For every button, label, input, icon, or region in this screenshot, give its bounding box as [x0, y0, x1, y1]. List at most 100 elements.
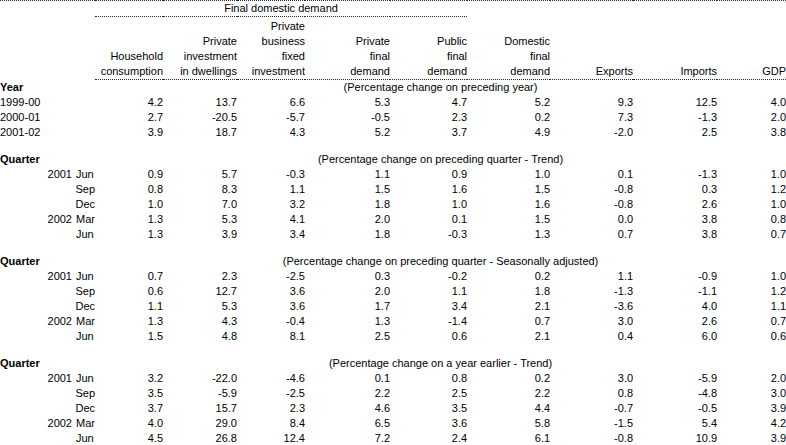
column-header-line: Public — [390, 34, 467, 49]
column-header-line: Imports — [633, 64, 717, 79]
value-cell: 15.7 — [163, 401, 237, 416]
section-caption-row: Quarter(Percentage change on a year earl… — [0, 356, 786, 371]
value-cell: 2.3 — [163, 269, 237, 284]
value-cell: 2.0 — [717, 110, 786, 125]
section-row-header: Year — [0, 80, 95, 96]
section-caption-row: Quarter(Percentage change on preceding q… — [0, 152, 786, 167]
value-cell: 0.2 — [467, 110, 550, 125]
row-label: 2001Jun — [0, 167, 95, 182]
value-cell: -1.3 — [633, 110, 717, 125]
value-cell: 0.8 — [390, 371, 467, 386]
value-cell: 1.8 — [305, 227, 390, 242]
row-label-month: Jun — [76, 329, 95, 344]
section-row-header: Quarter — [0, 152, 95, 167]
value-cell: 2.2 — [467, 386, 550, 401]
value-cell: 2.3 — [237, 401, 305, 416]
row-label-year: 2001 — [48, 372, 72, 384]
value-cell: 5.3 — [163, 299, 237, 314]
value-cell: 0.8 — [550, 386, 633, 401]
section-spacer — [0, 140, 786, 152]
row-label-month: Mar — [76, 212, 95, 227]
value-cell: 2.5 — [390, 386, 467, 401]
value-cell: -0.7 — [550, 401, 633, 416]
value-cell: 2.6 — [633, 314, 717, 329]
value-cell: 8.4 — [237, 416, 305, 431]
column-header-line: investment — [163, 49, 237, 64]
row-label-month: Sep — [75, 284, 95, 299]
row-label-month: Jun — [76, 269, 95, 284]
value-cell: 29.0 — [163, 416, 237, 431]
value-cell: 7.2 — [305, 431, 390, 445]
value-cell: 0.3 — [305, 269, 390, 284]
value-cell: 3.0 — [550, 314, 633, 329]
value-cell: 1.1 — [717, 299, 786, 314]
row-label: Sep — [0, 386, 95, 401]
value-cell: 3.2 — [237, 197, 305, 212]
column-header-line: final — [305, 49, 390, 64]
table-row: Sep0.612.73.62.01.11.8-1.3-1.11.2 — [0, 284, 786, 299]
column-header-line: GDP — [717, 64, 786, 79]
value-cell: 0.7 — [95, 269, 163, 284]
value-cell: 1.5 — [95, 329, 163, 344]
row-label: 1999-00 — [0, 95, 95, 110]
value-cell: 2.3 — [390, 110, 467, 125]
section-row-header: Quarter — [0, 254, 95, 269]
value-cell: -4.8 — [633, 386, 717, 401]
row-label: Dec — [0, 299, 95, 314]
table-row: Jun1.33.93.41.8-0.31.30.73.80.7 — [0, 227, 786, 242]
column-header-line: Household — [95, 49, 163, 64]
value-cell: 0.4 — [550, 329, 633, 344]
row-label-month: Sep — [75, 386, 95, 401]
value-cell: 4.0 — [95, 416, 163, 431]
row-label: Jun — [0, 227, 95, 242]
value-cell: 1.3 — [467, 227, 550, 242]
value-cell: 1.0 — [390, 197, 467, 212]
value-cell: 3.0 — [550, 371, 633, 386]
row-label-year: 2002 — [48, 213, 72, 225]
value-cell: 2.2 — [305, 386, 390, 401]
column-header-line: in dwellings — [163, 64, 237, 79]
value-cell: -2.5 — [237, 386, 305, 401]
value-cell: 1.5 — [467, 182, 550, 197]
value-cell: 2.5 — [633, 125, 717, 140]
column-header-gdp: GDP — [717, 17, 786, 80]
value-cell: 2.1 — [467, 329, 550, 344]
value-cell: 2.7 — [95, 110, 163, 125]
table-row: Dec1.15.33.61.73.42.1-3.64.01.1 — [0, 299, 786, 314]
spanner-gap — [467, 1, 550, 17]
value-cell: 0.1 — [305, 371, 390, 386]
column-header-imports: Imports — [633, 17, 717, 80]
value-cell: 1.5 — [467, 212, 550, 227]
value-cell: 4.9 — [467, 125, 550, 140]
value-cell: 5.2 — [305, 125, 390, 140]
value-cell: 4.3 — [163, 314, 237, 329]
value-cell: 0.7 — [717, 314, 786, 329]
row-label-month: Jun — [76, 371, 95, 386]
value-cell: 5.3 — [305, 95, 390, 110]
value-cell: 3.6 — [237, 284, 305, 299]
value-cell: 8.3 — [163, 182, 237, 197]
table-row: 2001-023.918.74.35.23.74.9-2.02.53.8 — [0, 125, 786, 140]
value-cell: -1.1 — [633, 284, 717, 299]
section-caption: (Percentage change on a year earlier - T… — [95, 356, 786, 371]
value-cell: -5.9 — [633, 371, 717, 386]
value-cell: 7.3 — [550, 110, 633, 125]
value-cell: -0.8 — [550, 431, 633, 445]
column-header-line: demand — [390, 64, 467, 79]
value-cell: 1.0 — [467, 167, 550, 182]
value-cell: 1.7 — [305, 299, 390, 314]
table-row: 1999-004.213.76.65.34.75.29.312.54.0 — [0, 95, 786, 110]
value-cell: 7.0 — [163, 197, 237, 212]
value-cell: 5.8 — [467, 416, 550, 431]
table-row: Sep3.5-5.9-2.52.22.52.20.8-4.83.0 — [0, 386, 786, 401]
value-cell: 0.0 — [550, 212, 633, 227]
page: Final domestic demandHouseholdconsumptio… — [0, 0, 786, 445]
value-cell: 2.6 — [633, 197, 717, 212]
value-cell: 1.5 — [305, 182, 390, 197]
column-header-line: final — [390, 49, 467, 64]
value-cell: -0.5 — [633, 401, 717, 416]
value-cell: 5.4 — [633, 416, 717, 431]
row-label-year: 2002 — [48, 417, 72, 429]
value-cell: 1.8 — [467, 284, 550, 299]
value-cell: -0.2 — [390, 269, 467, 284]
